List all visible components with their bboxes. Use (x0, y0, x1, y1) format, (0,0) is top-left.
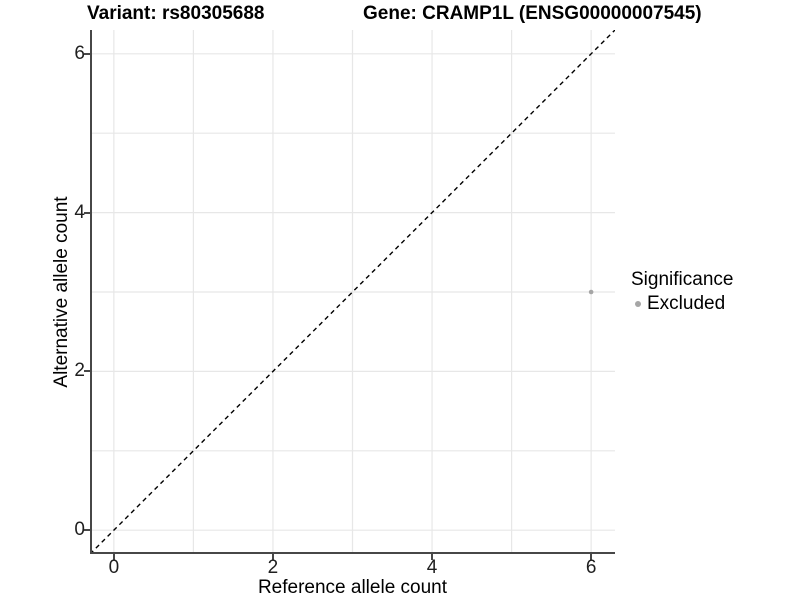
legend-entry-label: Excluded (647, 293, 726, 314)
y-tick-mark (84, 529, 90, 532)
plot-panel (90, 30, 615, 554)
x-axis-title: Reference allele count (257, 577, 448, 598)
x-tick-mark (590, 554, 593, 560)
x-tick-label: 0 (108, 557, 120, 578)
variant-title: Variant: rs80305688 (87, 3, 265, 24)
y-tick-mark (84, 211, 90, 214)
y-tick-label: 4 (74, 201, 85, 223)
legend-title: Significance (631, 269, 734, 290)
legend-entry-excluded: Excluded (631, 292, 733, 316)
x-tick-mark (112, 554, 115, 560)
x-tick-label: 4 (426, 557, 438, 578)
plot-canvas (90, 30, 615, 554)
x-tick-mark (271, 554, 274, 560)
y-tick-mark (84, 370, 90, 373)
x-tick-mark (431, 554, 434, 560)
y-tick-label: 2 (74, 360, 85, 382)
x-tick-label: 6 (585, 557, 597, 578)
legend: Significance Excluded (631, 268, 733, 316)
x-tick-label: 2 (267, 557, 279, 578)
y-tick-label: 6 (74, 42, 85, 64)
data-point (588, 289, 594, 295)
y-axis-title: Alternative allele count (51, 196, 72, 388)
gene-title: Gene: CRAMP1L (ENSG00000007545) (363, 3, 702, 24)
y-tick-label: 0 (74, 519, 85, 541)
y-tick-mark (84, 52, 90, 55)
legend-point-icon (635, 301, 641, 307)
